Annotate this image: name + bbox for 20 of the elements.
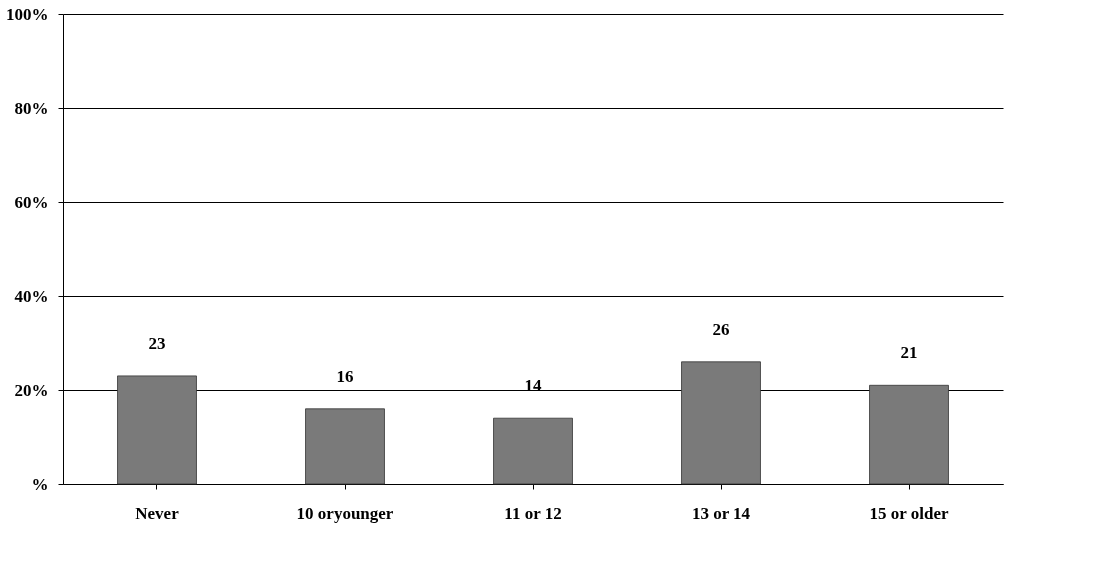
x-tick-label: 13 or 14 (691, 503, 751, 523)
x-tick-label: 11 or 12 (504, 503, 562, 523)
x-tick-label: 15 or older (869, 503, 949, 523)
data-label: 23 (148, 333, 166, 353)
bar (305, 408, 385, 485)
y-tick-label: 40% (14, 286, 49, 306)
y-tick-label: 60% (14, 192, 49, 212)
data-label: 26 (712, 319, 730, 339)
y-tick-label: % (31, 474, 49, 494)
bar (493, 417, 573, 485)
bar (869, 384, 949, 485)
data-label: 21 (900, 343, 918, 363)
x-tick-label: 10 oryounger (296, 503, 394, 523)
y-tick-label: 100% (6, 4, 49, 24)
y-tick-label: 80% (14, 98, 49, 118)
data-label: 16 (336, 366, 354, 386)
y-tick-label: 20% (14, 380, 49, 400)
bar (117, 375, 197, 485)
x-tick-label: Never (135, 503, 180, 523)
bar (681, 361, 761, 485)
